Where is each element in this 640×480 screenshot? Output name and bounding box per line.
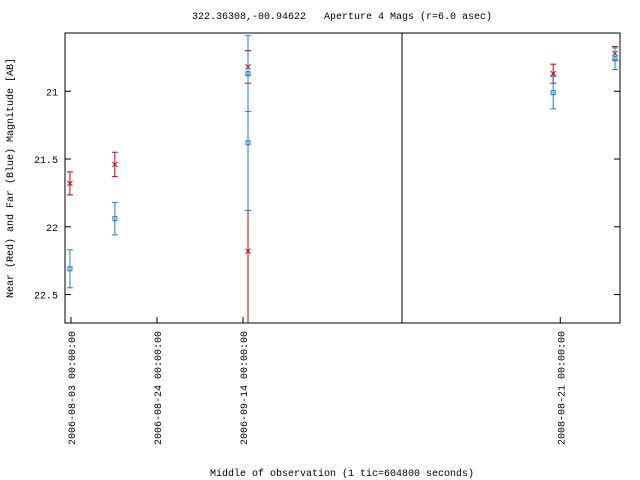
y-tick-label: 22 [46, 224, 58, 235]
marker [550, 70, 557, 77]
marker [67, 180, 73, 187]
error-bar [611, 47, 618, 71]
marker [245, 140, 251, 146]
x-tick-label: 2008-08-21 00:00:00 [557, 331, 568, 445]
error-bar [111, 201, 118, 236]
chart-title: 322.36308,-00.94622 Aperture 4 Mags (r=6… [192, 11, 492, 23]
marker [550, 90, 556, 96]
y-tick-label: 22.5 [34, 292, 58, 303]
marker [111, 161, 118, 168]
y-tick-label: 21 [46, 88, 58, 99]
marker [112, 216, 118, 222]
marker [67, 266, 73, 272]
y-tick-label: 21.5 [34, 156, 58, 167]
marker [612, 56, 618, 62]
error-bar [245, 74, 252, 212]
error-bar [550, 75, 557, 110]
error-bar [66, 249, 73, 289]
plot-area [66, 35, 618, 323]
x-tick-label: 2006-08-03 00:00:00 [68, 331, 79, 445]
marker [245, 248, 251, 255]
x-axis-label: Middle of observation (1 tic=604800 seco… [210, 468, 474, 480]
x-tick-label: 2006-09-14 00:00:00 [240, 331, 251, 445]
x-tick-label: 2006-08-24 00:00:00 [154, 331, 165, 445]
plot-frame [64, 32, 621, 324]
y-axis-label: Near (Red) and Far (Blue) Magnitude [AB] [5, 58, 17, 298]
